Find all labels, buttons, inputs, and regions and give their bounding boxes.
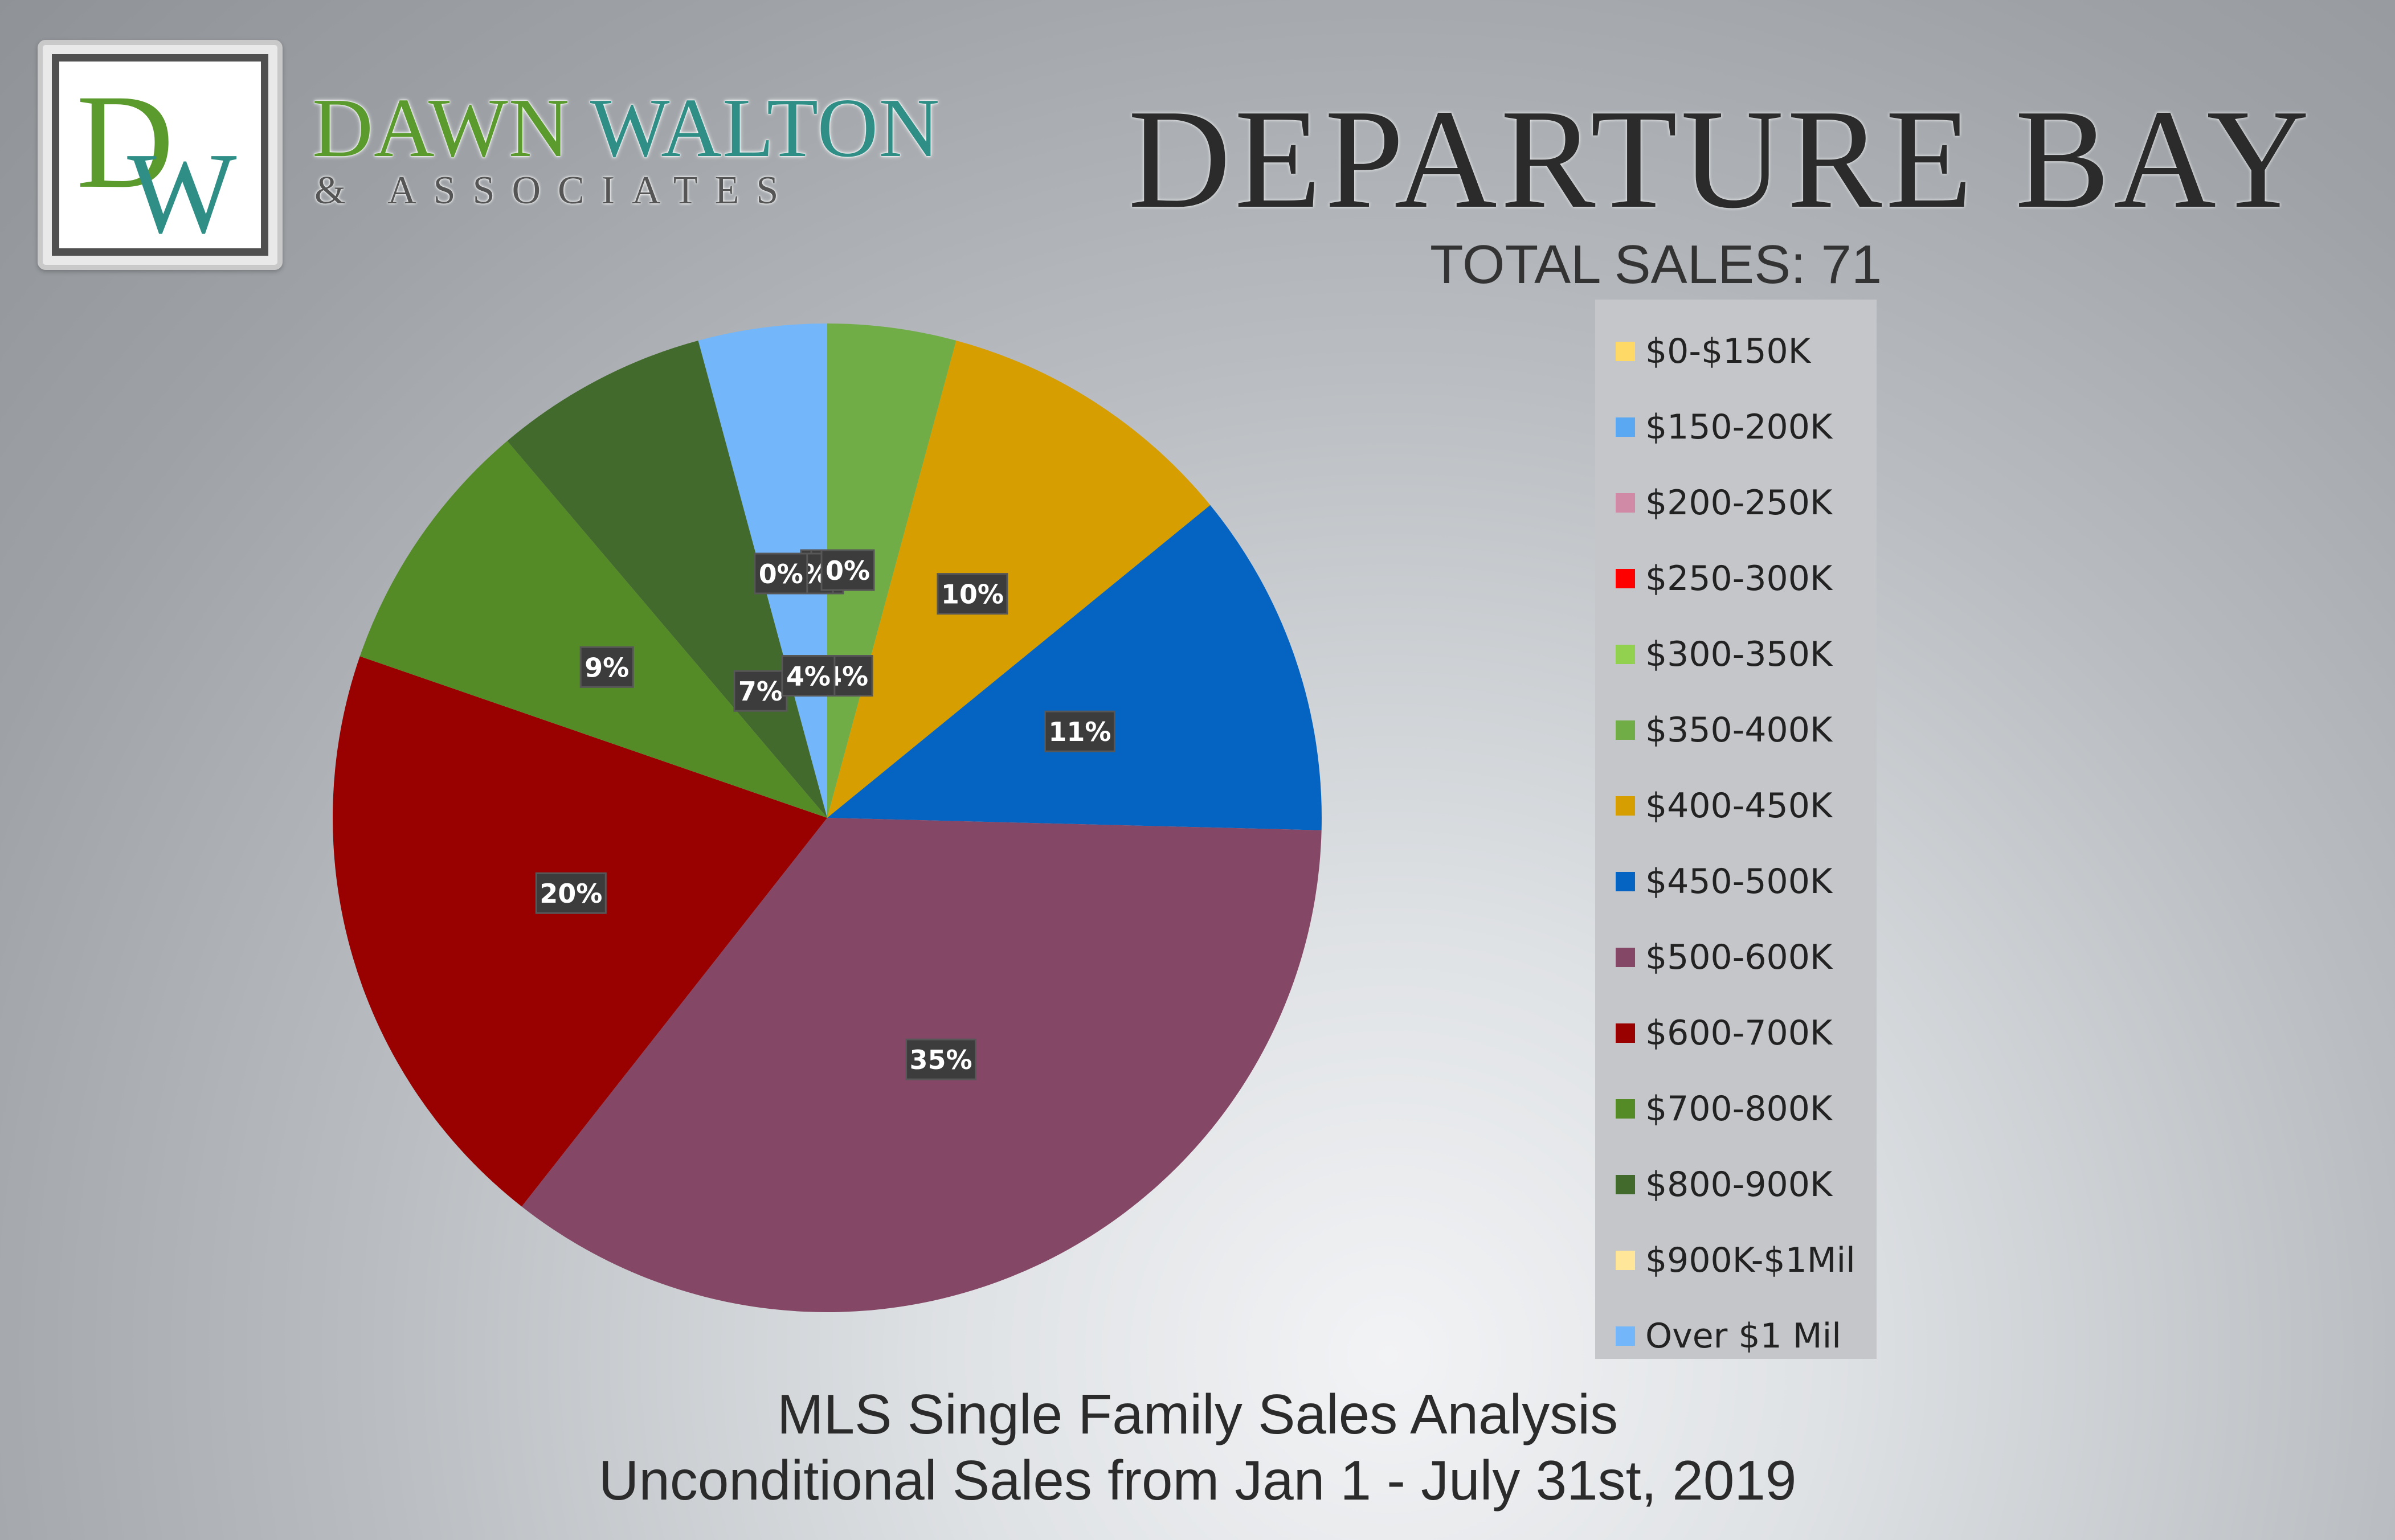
data-label-text: 7% xyxy=(738,676,783,707)
total-sales-label: TOTAL SALES: 71 xyxy=(1430,234,1882,295)
legend-label: $400-450K xyxy=(1645,785,1833,826)
logo-monogram: D W xyxy=(76,67,236,248)
svg-text:D: D xyxy=(76,67,174,216)
data-label-box xyxy=(1044,710,1115,752)
brand-name-last: WALTON xyxy=(590,81,941,175)
data-label-text: 35% xyxy=(910,1045,972,1075)
legend-item-300-350k: $300-350K xyxy=(1616,616,1877,692)
brand-name-first: DAWN xyxy=(312,81,570,175)
data-label-text: 11% xyxy=(1048,716,1111,747)
legend-label: Over $1 Mil xyxy=(1645,1316,1841,1356)
data-label-box xyxy=(579,646,634,688)
data-label-box xyxy=(781,655,836,697)
data-label-box xyxy=(937,573,1008,615)
data-label-600-700k: 20% xyxy=(535,872,607,914)
data-label-box xyxy=(754,552,808,595)
legend-label: $200-250K xyxy=(1645,482,1833,523)
data-label-box xyxy=(820,549,875,591)
legend-swatch xyxy=(1616,1326,1635,1346)
data-label-box xyxy=(535,872,607,914)
data-label-text: 10% xyxy=(941,579,1004,610)
legend-swatch xyxy=(1616,947,1635,967)
brand-name: DAWN WALTON xyxy=(312,85,940,171)
pie-slice-450-500k xyxy=(827,505,1322,830)
subtitle-line-1: MLS Single Family Sales Analysis xyxy=(776,1383,1619,1445)
legend-label: $900K-$1Mil xyxy=(1645,1240,1855,1280)
legend-swatch xyxy=(1616,1023,1635,1043)
subtitle-line-2: Unconditional Sales from Jan 1 - July 31… xyxy=(598,1449,1797,1512)
legend-swatch xyxy=(1616,871,1635,891)
logo-monogram-frame: D W xyxy=(52,54,268,256)
data-label-700-800k: 9% xyxy=(579,646,634,688)
pie-slice-700-800k xyxy=(359,441,827,818)
legend-item-350-400k: $350-400K xyxy=(1616,692,1877,768)
chart-subtitle: MLS Single Family Sales Analysis Uncondi… xyxy=(0,1381,2395,1513)
legend-item-250-300k: $250-300K xyxy=(1616,540,1877,616)
data-label-text: 0% xyxy=(825,555,870,586)
legend-label: $300-350K xyxy=(1645,634,1833,674)
data-label-450-500k: 11% xyxy=(1044,710,1115,752)
legend-item-600-700k: $600-700K xyxy=(1616,995,1877,1071)
svg-text:W: W xyxy=(127,129,236,248)
pie-slice-400-450k xyxy=(827,341,1211,818)
legend-swatch xyxy=(1616,417,1635,437)
legend-label: $450-500K xyxy=(1645,861,1833,902)
legend-item-200-250k: $200-250K xyxy=(1616,465,1877,540)
chart-legend: $0-$150K $150-200K $200-250K $250-300K $300-… xyxy=(1595,300,1877,1359)
data-label-900k-1mil: 0% xyxy=(754,552,808,595)
legend-item-150-200k: $150-200K xyxy=(1616,389,1877,465)
legend-label: $0-$150K xyxy=(1645,331,1811,371)
legend-swatch xyxy=(1616,796,1635,816)
legend-label: $800-900K xyxy=(1645,1164,1833,1205)
legend-swatch xyxy=(1616,341,1635,361)
chart-title: Departure Bay xyxy=(1128,80,2313,238)
legend-swatch xyxy=(1616,1174,1635,1194)
data-label-text: 0% xyxy=(759,559,803,589)
legend-label: $700-800K xyxy=(1645,1088,1833,1129)
legend-label: $250-300K xyxy=(1645,558,1833,599)
legend-swatch xyxy=(1616,568,1635,588)
data-label-box xyxy=(733,670,788,712)
legend-swatch xyxy=(1616,1250,1635,1270)
legend-swatch xyxy=(1616,644,1635,664)
legend-item-450-500k: $450-500K xyxy=(1616,843,1877,919)
data-label-400-450k: 10% xyxy=(937,573,1008,615)
legend-item-400-450k: $400-450K xyxy=(1616,768,1877,843)
legend-swatch xyxy=(1616,720,1635,740)
legend-item-0-150k: $0-$150K xyxy=(1616,313,1877,389)
legend-item-500-600k: $500-600K xyxy=(1616,919,1877,995)
legend-item-800-900k: $800-900K xyxy=(1616,1146,1877,1222)
data-label-box xyxy=(905,1038,977,1080)
legend-label: $150-200K xyxy=(1645,407,1833,447)
pie-slices xyxy=(333,323,1322,1312)
pie-slice-600-700k xyxy=(333,656,827,1207)
data-label-over-1-mil: 4% xyxy=(781,655,836,697)
data-label-300-350k: 0% xyxy=(820,549,875,591)
legend-item-over-1-mil: Over $1 Mil xyxy=(1616,1298,1877,1374)
brand-subtitle: & ASSOCIATES xyxy=(314,169,796,212)
data-label-800-900k: 7% xyxy=(733,670,788,712)
legend-item-700-800k: $700-800K xyxy=(1616,1071,1877,1146)
brand-logo: D W xyxy=(38,40,283,270)
data-label-text: 4% xyxy=(786,661,831,692)
legend-label: $350-400K xyxy=(1645,710,1833,750)
legend-swatch xyxy=(1616,1099,1635,1119)
data-label-500-600k: 35% xyxy=(905,1038,977,1080)
legend-swatch xyxy=(1616,493,1635,513)
legend-label: $500-600K xyxy=(1645,937,1833,977)
data-label-text: 9% xyxy=(585,652,629,683)
legend-label: $600-700K xyxy=(1645,1013,1833,1053)
data-label-text: 20% xyxy=(540,878,602,909)
legend-item-900k-1mil: $900K-$1Mil xyxy=(1616,1222,1877,1298)
pie-data-labels: 4%10%11%35%20%9%7%4%0%0%0%0%0%0% xyxy=(535,549,1115,1080)
